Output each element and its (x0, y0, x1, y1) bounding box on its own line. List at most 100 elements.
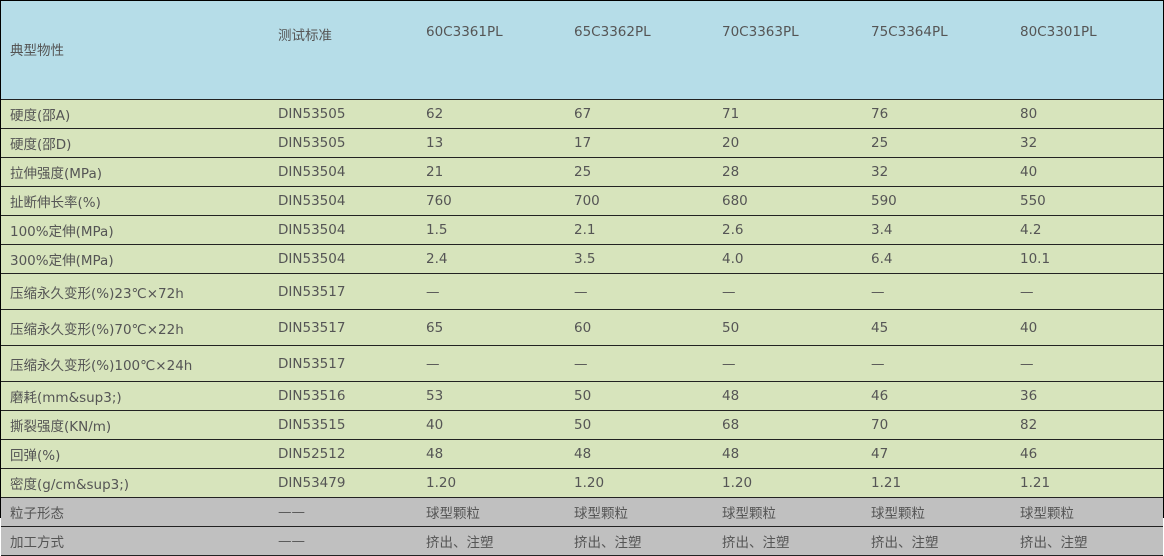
value-cell: 2.4 (417, 244, 565, 274)
value-cell: 球型颗粒 (862, 497, 1011, 527)
property-name-cell: 100%定伸(MPa) (1, 215, 269, 245)
table-row: 压缩永久变形(%)23℃×72h DIN53517— — — — — (1, 273, 1163, 310)
value-cell: 2.1 (565, 215, 713, 245)
test-standard-cell: DIN53517 (269, 273, 417, 310)
value-cell: 680 (713, 186, 862, 216)
value-cell: 球型颗粒 (713, 497, 862, 527)
value-cell: 挤出、注塑 (1011, 526, 1163, 556)
value-cell: 球型颗粒 (1011, 497, 1163, 527)
value-cell: 25 (862, 128, 1011, 158)
value-cell: 17 (565, 128, 713, 158)
header-cell: 75C3364PL (862, 1, 1011, 100)
table-row: 粒子形态 —— 球型颗粒 球型颗粒 球型颗粒 球型颗粒 球型颗粒 (1, 497, 1163, 527)
value-cell: 3.4 (862, 215, 1011, 245)
test-standard-cell: DIN53515 (269, 410, 417, 440)
property-name-cell: 硬度(邵D) (1, 128, 269, 158)
header-cell: 典型物性 (1, 1, 269, 100)
property-name-cell: 压缩永久变形(%)70℃×22h (1, 309, 269, 346)
value-cell: — (862, 273, 1011, 310)
value-cell: 47 (862, 439, 1011, 469)
property-name-cell: 300%定伸(MPa) (1, 244, 269, 274)
test-standard-cell: DIN53504 (269, 157, 417, 187)
value-cell: 50 (565, 381, 713, 411)
test-standard-cell: DIN53504 (269, 186, 417, 216)
value-cell: 4.2 (1011, 215, 1163, 245)
value-cell: 球型颗粒 (417, 497, 565, 527)
value-cell: 50 (713, 309, 862, 346)
value-cell: 挤出、注塑 (862, 526, 1011, 556)
value-cell: 82 (1011, 410, 1163, 440)
header-cell: 65C3362PL (565, 1, 713, 100)
property-name-cell: 加工方式 (1, 526, 269, 556)
value-cell: 36 (1011, 381, 1163, 411)
value-cell: 6.4 (862, 244, 1011, 274)
header-cell: 70C3363PL (713, 1, 862, 100)
value-cell: 60 (565, 309, 713, 346)
table-row: 100%定伸(MPa) DIN53504 1.5 2.1 2.6 3.4 4.2 (1, 215, 1163, 245)
table-row: 硬度(邵D) DIN53505 13 17 20 25 32 (1, 128, 1163, 158)
table-row: 压缩永久变形(%)100℃×24h DIN53517— — — — — (1, 345, 1163, 382)
value-cell: 10.1 (1011, 244, 1163, 274)
value-cell: 67 (565, 99, 713, 129)
value-cell: 48 (417, 439, 565, 469)
value-cell: 45 (862, 309, 1011, 346)
property-name-cell: 硬度(邵A) (1, 99, 269, 129)
value-cell: 70 (862, 410, 1011, 440)
header-cell: 测试标准 (269, 1, 417, 100)
table-row: 磨耗(mm&sup3;) DIN53516 53 50 48 46 36 (1, 381, 1163, 411)
property-name-cell: 磨耗(mm&sup3;) (1, 381, 269, 411)
value-cell: 21 (417, 157, 565, 187)
table-row: 拉伸强度(MPa) DIN53504 21 25 28 32 40 (1, 157, 1163, 187)
value-cell: 挤出、注塑 (417, 526, 565, 556)
test-standard-cell: DIN53504 (269, 215, 417, 245)
value-cell: 3.5 (565, 244, 713, 274)
value-cell: 46 (1011, 439, 1163, 469)
value-cell: — (565, 273, 713, 310)
value-cell: 13 (417, 128, 565, 158)
test-standard-cell: DIN53517 (269, 309, 417, 346)
value-cell: — (417, 345, 565, 382)
property-name-cell: 压缩永久变形(%)100℃×24h (1, 345, 269, 382)
value-cell: 25 (565, 157, 713, 187)
property-name-cell: 回弹(%) (1, 439, 269, 469)
table-row: 扯断伸长率(%) DIN53504 760 700 680 590 550 (1, 186, 1163, 216)
value-cell: 1.21 (1011, 468, 1163, 498)
table-row: 300%定伸(MPa) DIN53504 2.4 3.5 4.0 6.4 10.1 (1, 244, 1163, 274)
value-cell: 68 (713, 410, 862, 440)
value-cell: 1.20 (713, 468, 862, 498)
value-cell: 65 (417, 309, 565, 346)
value-cell: 700 (565, 186, 713, 216)
test-standard-cell: —— (269, 497, 417, 527)
property-name-cell: 密度(g/cm&sup3;) (1, 468, 269, 498)
property-name-cell: 撕裂强度(KN/m) (1, 410, 269, 440)
table-row: 撕裂强度(KN/m) DIN53515 40 50 68 70 82 (1, 410, 1163, 440)
test-standard-cell: DIN53517 (269, 345, 417, 382)
table-row: 回弹(%) DIN52512 48 48 48 47 46 (1, 439, 1163, 469)
table-row: 硬度(邵A) DIN53505 62 67 71 76 80 (1, 99, 1163, 129)
value-cell: 1.20 (417, 468, 565, 498)
property-name-cell: 粒子形态 (1, 497, 269, 527)
value-cell: 760 (417, 186, 565, 216)
value-cell: 1.21 (862, 468, 1011, 498)
value-cell: 590 (862, 186, 1011, 216)
value-cell: 28 (713, 157, 862, 187)
header-cell: 60C3361PL (417, 1, 565, 100)
value-cell: 550 (1011, 186, 1163, 216)
value-cell: 40 (417, 410, 565, 440)
value-cell: 2.6 (713, 215, 862, 245)
value-cell: — (713, 273, 862, 310)
value-cell: 48 (713, 439, 862, 469)
value-cell: — (862, 345, 1011, 382)
value-cell: 62 (417, 99, 565, 129)
value-cell: — (565, 345, 713, 382)
test-standard-cell: DIN53516 (269, 381, 417, 411)
table-row: 密度(g/cm&sup3;) DIN53479 1.20 1.20 1.20 1.21 1.… (1, 468, 1163, 498)
value-cell: 53 (417, 381, 565, 411)
test-standard-cell: DIN53479 (269, 468, 417, 498)
value-cell: 32 (1011, 128, 1163, 158)
value-cell: — (1011, 345, 1163, 382)
value-cell: 球型颗粒 (565, 497, 713, 527)
value-cell: — (417, 273, 565, 310)
